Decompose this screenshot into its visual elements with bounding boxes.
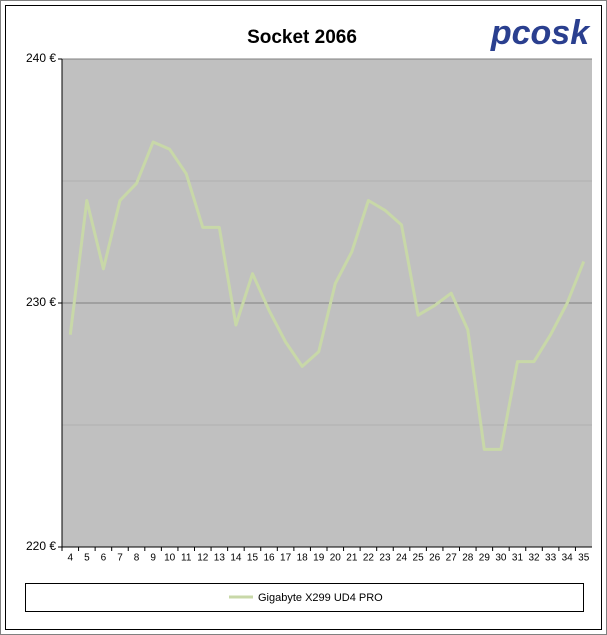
x-tick-label: 19 (313, 553, 325, 564)
y-tick-label: 220 € (26, 539, 56, 553)
chart-title: Socket 2066 (247, 27, 357, 48)
x-tick-label: 17 (280, 553, 292, 564)
x-tick-label: 32 (528, 553, 540, 564)
x-tick-label: 28 (462, 553, 474, 564)
x-tick-label: 23 (379, 553, 391, 564)
x-tick-label: 34 (562, 553, 574, 564)
x-tick-label: 14 (230, 553, 242, 564)
x-tick-label: 22 (363, 553, 375, 564)
x-tick-label: 29 (479, 553, 491, 564)
x-tick-label: 26 (429, 553, 441, 564)
x-tick-label: 33 (545, 553, 557, 564)
x-tick-label: 5 (84, 553, 90, 564)
x-tick-label: 25 (413, 553, 425, 564)
x-tick-label: 31 (512, 553, 524, 564)
x-tick-label: 30 (495, 553, 507, 564)
x-tick-label: 24 (396, 553, 408, 564)
x-tick-label: 4 (68, 553, 74, 564)
x-tick-label: 7 (117, 553, 123, 564)
x-tick-label: 9 (150, 553, 156, 564)
x-tick-label: 16 (263, 553, 275, 564)
x-tick-label: 12 (197, 553, 209, 564)
logo: pcosk (490, 14, 591, 52)
x-tick-label: 13 (214, 553, 226, 564)
x-tick-label: 11 (181, 553, 192, 564)
x-tick-label: 8 (134, 553, 140, 564)
y-tick-label: 230 € (26, 295, 56, 309)
x-tick-label: 6 (101, 553, 107, 564)
data-line (68, 140, 586, 451)
legend-label: Gigabyte X299 UD4 PRO (258, 592, 383, 604)
y-tick-label: 240 € (26, 51, 56, 65)
x-tick-label: 35 (578, 553, 590, 564)
x-tick-label: 20 (330, 553, 342, 564)
legend (25, 583, 584, 612)
x-tick-label: 18 (297, 553, 309, 564)
x-tick-label: 10 (164, 553, 176, 564)
x-tick-label: 21 (346, 553, 358, 564)
x-tick-label: 27 (446, 553, 458, 564)
x-tick-label: 15 (247, 553, 259, 564)
